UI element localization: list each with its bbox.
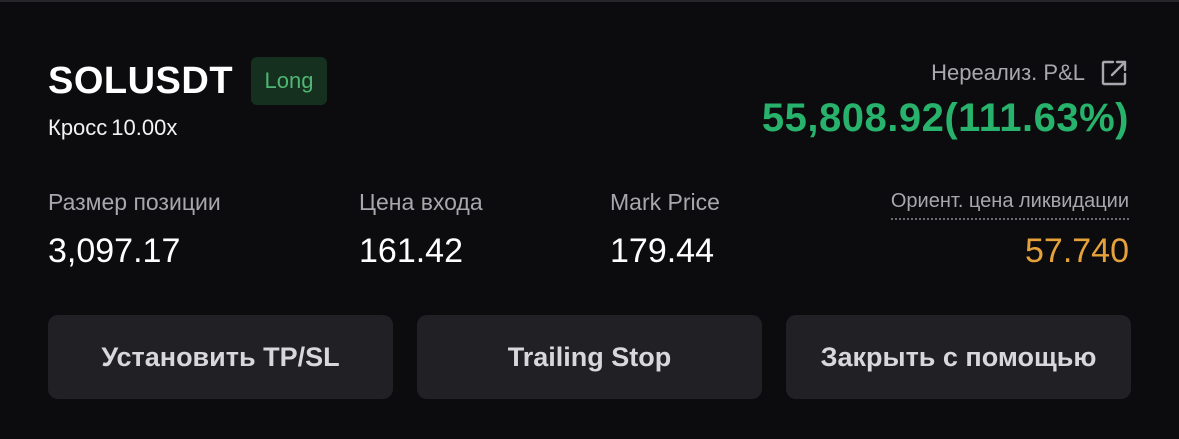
position-size-label: Размер позиции (48, 189, 221, 215)
pnl-label: Нереализ. P&L (931, 60, 1085, 85)
leverage-value: 10.00x (111, 115, 178, 140)
close-position-button[interactable]: Закрыть с помощью (786, 315, 1131, 399)
leverage-info: Кросс 10.00x (48, 115, 177, 141)
mark-price-value: 179.44 (610, 232, 714, 270)
set-tpsl-button[interactable]: Установить TP/SL (48, 315, 393, 399)
symbol-title[interactable]: SOLUSDT (48, 60, 234, 102)
entry-price-label: Цена входа (359, 189, 483, 215)
entry-price-value: 161.42 (359, 232, 463, 270)
trailing-stop-button[interactable]: Trailing Stop (417, 315, 762, 399)
pnl-header: Нереализ. P&L (931, 58, 1129, 88)
unrealized-pnl-value: 55,808.92(111.63%) (761, 96, 1129, 140)
side-badge: Long (251, 57, 327, 105)
liquidation-price-label[interactable]: Ориент. цена ликвидации (890, 190, 1129, 220)
position-size-value: 3,097.17 (48, 232, 181, 270)
share-icon[interactable] (1099, 58, 1129, 88)
liquidation-price-value: 57.740 (1025, 232, 1129, 270)
mark-price-label: Mark Price (610, 189, 720, 215)
margin-mode: Кросс (48, 115, 108, 140)
